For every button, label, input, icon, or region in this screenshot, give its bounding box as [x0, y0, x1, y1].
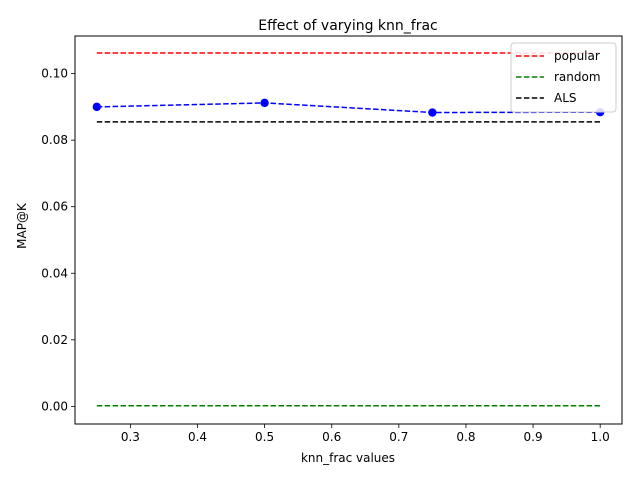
y-tick-label: 0.10 [41, 67, 68, 81]
legend-box [510, 42, 617, 113]
legend-label: ALS [554, 91, 577, 105]
axes-frame [74, 35, 623, 425]
x-tick-label: 0.7 [389, 430, 408, 444]
y-tick-label: 0.06 [41, 200, 68, 214]
x-tick-label: 0.9 [524, 430, 543, 444]
x-tick-label: 0.8 [456, 430, 475, 444]
chart-title: Effect of varying knn_frac [258, 18, 438, 34]
legend-label: random [554, 70, 601, 84]
x-tick-label: 1.0 [591, 430, 610, 444]
x-tick-label: 0.5 [255, 430, 274, 444]
y-tick-label: 0.04 [41, 266, 68, 280]
legend-label: popular [554, 49, 600, 63]
x-tick-label: 0.4 [188, 430, 207, 444]
data-point [428, 108, 437, 117]
x-tick-label: 0.3 [121, 430, 140, 444]
x-axis-label: knn_frac values [301, 451, 395, 465]
y-tick-label: 0.00 [41, 399, 68, 413]
y-axis: 0.00 0.02 0.04 0.06 0.08 0.10 [41, 67, 75, 413]
y-tick-label: 0.02 [41, 333, 68, 347]
x-axis: 0.3 0.4 0.5 0.6 0.7 0.8 0.9 1.0 [121, 424, 610, 444]
legend: popular random ALS [510, 42, 617, 113]
data-point [92, 102, 102, 112]
y-tick-label: 0.08 [41, 133, 68, 147]
y-axis-label: MAP@K [15, 202, 29, 249]
x-tick-label: 0.6 [322, 430, 341, 444]
data-point [260, 98, 269, 108]
